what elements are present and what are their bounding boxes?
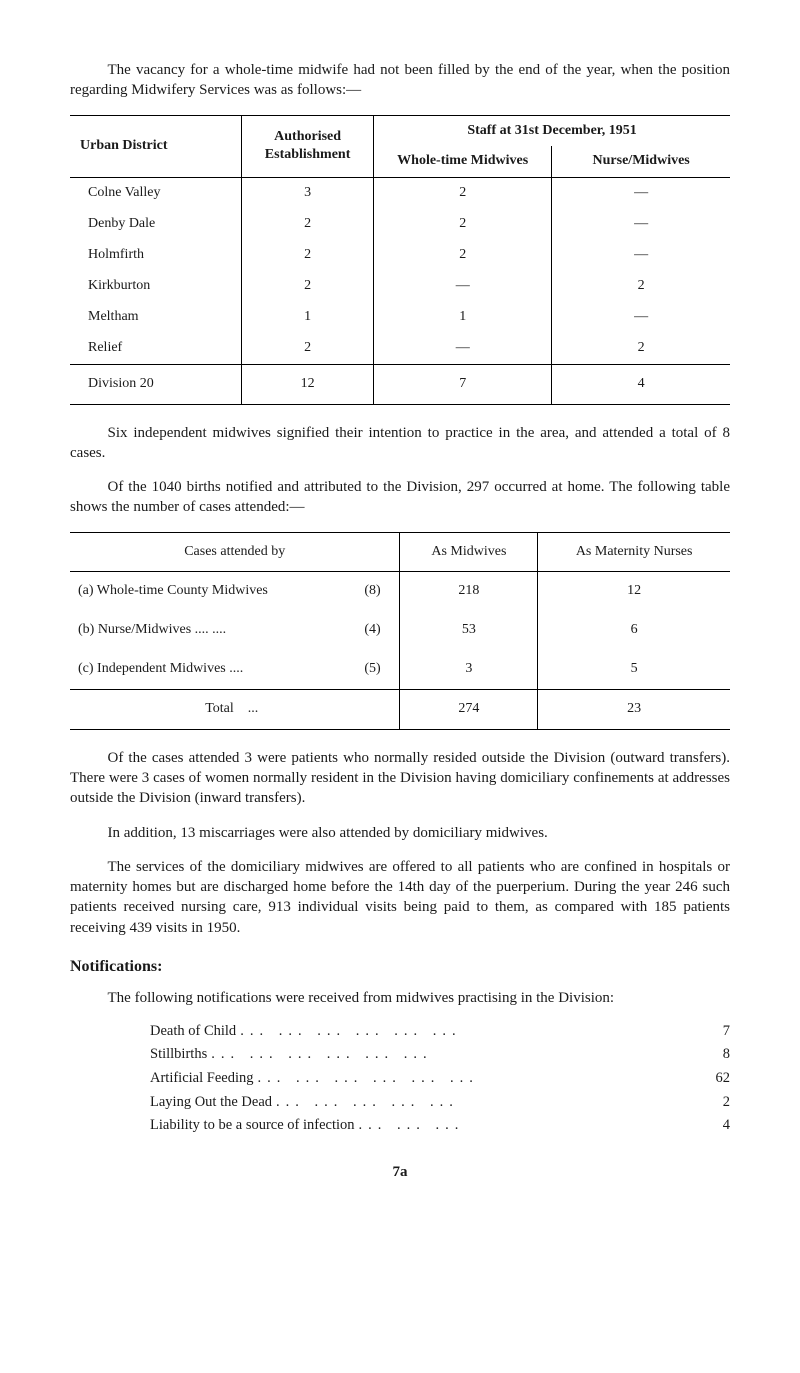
- cell-case-label: (a) Whole-time County Midwives: [70, 572, 360, 611]
- cell-division-nm: 4: [552, 364, 730, 404]
- cell-district: Meltham: [70, 302, 242, 333]
- table-row: Colne Valley 3 2 —: [70, 178, 730, 209]
- notif-value: 4: [690, 1116, 730, 1136]
- cell-total-nur: 23: [538, 690, 730, 730]
- cell-wt: 1: [374, 302, 552, 333]
- list-item: Laying Out the Dead ... ... ... ... ... …: [150, 1093, 730, 1113]
- cell-case-nur: 6: [538, 611, 730, 650]
- cell-nm: 2: [552, 333, 730, 364]
- notif-value: 7: [690, 1022, 730, 1042]
- list-item: Artificial Feeding ... ... ... ... ... .…: [150, 1069, 730, 1089]
- th-as-nurses: As Maternity Nurses: [538, 532, 730, 572]
- notif-label: Liability to be a source of infection: [150, 1116, 355, 1136]
- th-as-midwives: As Midwives: [400, 532, 538, 572]
- cell-auth: 2: [242, 271, 374, 302]
- leader-dots: ... ... ... ... ... ...: [207, 1045, 690, 1065]
- notifications-intro: The following notifications were receive…: [70, 988, 730, 1008]
- table-row: Denby Dale 2 2 —: [70, 209, 730, 240]
- table-row: (c) Independent Midwives .... (5) 3 5: [70, 650, 730, 689]
- cell-division-auth: 12: [242, 364, 374, 404]
- cell-case-n: (4): [360, 611, 400, 650]
- cell-nm: —: [552, 178, 730, 209]
- cases-table: Cases attended by As Midwives As Materni…: [70, 532, 730, 730]
- cell-case-nur: 12: [538, 572, 730, 611]
- cell-nm: —: [552, 209, 730, 240]
- notifications-list: Death of Child ... ... ... ... ... ... 7…: [150, 1022, 730, 1136]
- notif-value: 2: [690, 1093, 730, 1113]
- list-item: Stillbirths ... ... ... ... ... ... 8: [150, 1045, 730, 1065]
- cell-case-label: (b) Nurse/Midwives .... ....: [70, 611, 360, 650]
- cell-district: Kirkburton: [70, 271, 242, 302]
- cell-wt: —: [374, 271, 552, 302]
- list-item: Liability to be a source of infection ..…: [150, 1116, 730, 1136]
- notif-label: Artificial Feeding: [150, 1069, 253, 1089]
- cell-case-n: (5): [360, 650, 400, 689]
- paragraph-2: Six independent midwives signified their…: [70, 423, 730, 464]
- cell-district: Denby Dale: [70, 209, 242, 240]
- division-row: Division 20 12 7 4: [70, 364, 730, 404]
- table-row: Relief 2 — 2: [70, 333, 730, 364]
- cell-division-label: Division 20: [70, 364, 242, 404]
- intro-paragraph: The vacancy for a whole-time midwife had…: [70, 60, 730, 101]
- paragraph-3: Of the 1040 births notified and attribut…: [70, 477, 730, 518]
- th-authorised: Authorised Establishment: [242, 115, 374, 178]
- cell-auth: 2: [242, 333, 374, 364]
- total-label-text: Total: [205, 701, 234, 716]
- notif-label: Death of Child: [150, 1022, 236, 1042]
- notif-value: 8: [690, 1045, 730, 1065]
- table-row: Kirkburton 2 — 2: [70, 271, 730, 302]
- cell-auth: 2: [242, 209, 374, 240]
- cell-district: Relief: [70, 333, 242, 364]
- th-staff-at: Staff at 31st December, 1951: [374, 115, 730, 146]
- cell-wt: 2: [374, 209, 552, 240]
- cell-case-mid: 3: [400, 650, 538, 689]
- notif-label: Laying Out the Dead: [150, 1093, 272, 1113]
- cell-district: Holmfirth: [70, 240, 242, 271]
- leader-dots: ... ... ... ... ... ...: [236, 1022, 690, 1042]
- cell-case-mid: 218: [400, 572, 538, 611]
- leader-dots: ... ... ... ... ...: [272, 1093, 690, 1113]
- table-row: (a) Whole-time County Midwives (8) 218 1…: [70, 572, 730, 611]
- cell-auth: 2: [242, 240, 374, 271]
- cell-case-mid: 53: [400, 611, 538, 650]
- table-row: (b) Nurse/Midwives .... .... (4) 53 6: [70, 611, 730, 650]
- paragraph-6: The services of the domiciliary midwives…: [70, 857, 730, 938]
- cell-auth: 3: [242, 178, 374, 209]
- cell-wt: 2: [374, 240, 552, 271]
- cell-case-n: (8): [360, 572, 400, 611]
- cell-case-nur: 5: [538, 650, 730, 689]
- cell-wt: 2: [374, 178, 552, 209]
- cell-wt: —: [374, 333, 552, 364]
- notif-label: Stillbirths: [150, 1045, 207, 1065]
- cell-total-label: Total ...: [70, 690, 400, 730]
- th-nurse-midwives: Nurse/Midwives: [552, 146, 730, 177]
- cell-district: Colne Valley: [70, 178, 242, 209]
- cell-nm: —: [552, 302, 730, 333]
- cell-nm: —: [552, 240, 730, 271]
- cell-nm: 2: [552, 271, 730, 302]
- list-item: Death of Child ... ... ... ... ... ... 7: [150, 1022, 730, 1042]
- table-row: Meltham 1 1 —: [70, 302, 730, 333]
- cell-total-mid: 274: [400, 690, 538, 730]
- th-whole-time: Whole-time Midwives: [374, 146, 552, 177]
- cell-auth: 1: [242, 302, 374, 333]
- page-number: 7a: [70, 1162, 730, 1182]
- th-cases: Cases attended by: [70, 532, 400, 572]
- notif-value: 62: [690, 1069, 730, 1089]
- cell-division-wt: 7: [374, 364, 552, 404]
- total-row: Total ... 274 23: [70, 690, 730, 730]
- table-row: Holmfirth 2 2 —: [70, 240, 730, 271]
- paragraph-4: Of the cases attended 3 were patients wh…: [70, 748, 730, 809]
- staff-table: Urban District Authorised Establishment …: [70, 115, 730, 405]
- cell-case-label: (c) Independent Midwives ....: [70, 650, 360, 689]
- th-urban-district: Urban District: [70, 115, 242, 178]
- leader-dots: ... ... ... ... ... ...: [253, 1069, 690, 1089]
- paragraph-5: In addition, 13 miscarriages were also a…: [70, 823, 730, 843]
- leader-dots: ... ... ...: [355, 1116, 690, 1136]
- notifications-heading: Notifications:: [70, 956, 730, 978]
